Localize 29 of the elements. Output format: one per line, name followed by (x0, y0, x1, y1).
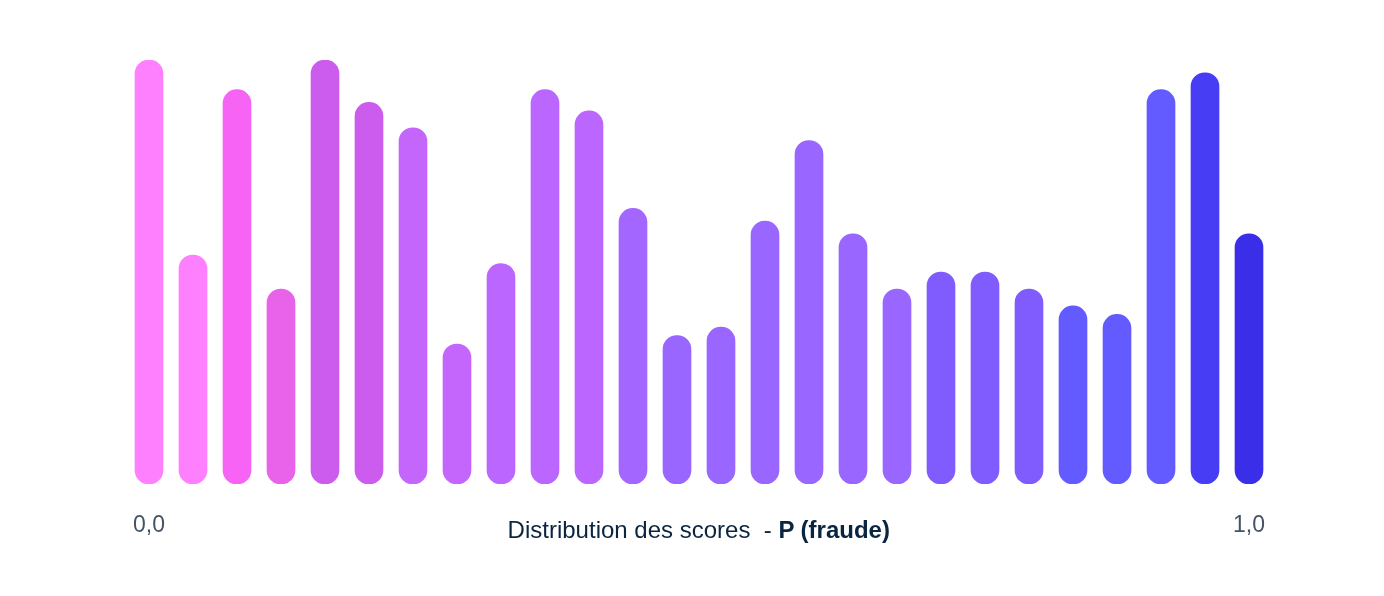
x-tick-label: 1,0 (1233, 511, 1265, 538)
bar (1058, 305, 1088, 484)
bar (310, 60, 340, 484)
bar (1146, 89, 1176, 484)
bar (662, 335, 692, 484)
bar (618, 208, 648, 484)
bar (926, 271, 956, 484)
bar (1234, 233, 1264, 484)
x-tick-label: 0,0 (133, 511, 165, 538)
bar (398, 127, 428, 484)
x-axis-title: Distribution des scores - P (fraude) (507, 515, 890, 543)
bar (794, 140, 824, 484)
bar (442, 343, 472, 484)
bar (574, 110, 604, 484)
bar (354, 102, 384, 484)
bar (1190, 72, 1220, 484)
bar (266, 288, 296, 484)
bar (134, 60, 164, 484)
bar (486, 263, 516, 484)
bar (838, 233, 868, 484)
bar (706, 326, 736, 484)
bar (1102, 314, 1132, 484)
bar (970, 271, 1000, 484)
bar (178, 254, 208, 484)
bar (750, 220, 780, 484)
bar (882, 288, 912, 484)
bar (222, 89, 252, 484)
bar (530, 89, 560, 484)
bar (1014, 288, 1044, 484)
